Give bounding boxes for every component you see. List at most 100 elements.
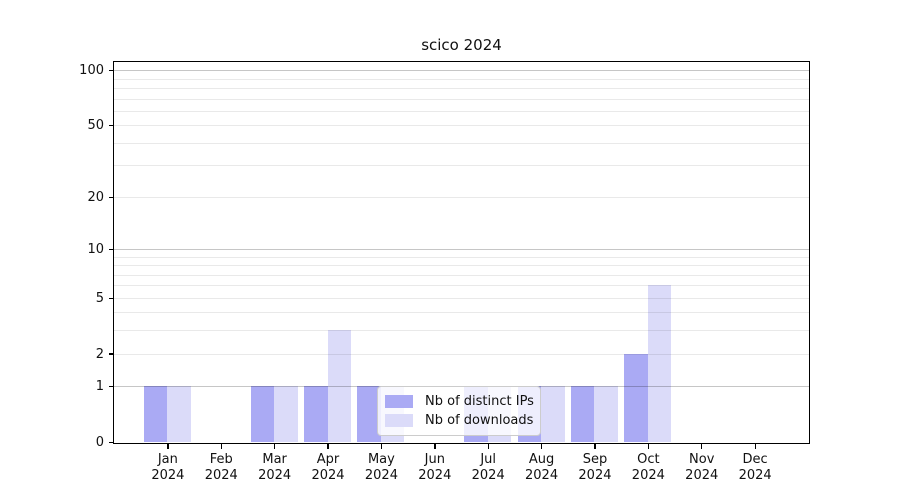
bar-nb-of-distinct-ips-mar-2024 (250, 386, 275, 442)
x-tick-label-jan-2024: Jan 2024 (151, 452, 184, 483)
bar-nb-of-distinct-ips-jan-2024 (143, 386, 168, 442)
x-tick-aug-2024 (540, 444, 543, 449)
bar-nb-of-distinct-ips-may-2024 (357, 386, 381, 442)
x-tick-label-apr-2024: Apr 2024 (311, 452, 344, 483)
y-gridline-minor-6 (114, 285, 809, 287)
legend-swatch-downloads (385, 414, 413, 427)
x-label-month: Sep (582, 452, 608, 467)
y-tick-5 (108, 297, 113, 299)
y-gridline-minor-7 (114, 274, 809, 276)
bar-nb-of-distinct-ips-apr-2024 (304, 386, 328, 442)
x-label-year: 2024 (738, 467, 772, 483)
bar-nb-of-downloads-apr-2024 (327, 330, 352, 442)
x-label-year: 2024 (258, 467, 292, 483)
y-gridline-minor-3 (114, 330, 809, 332)
x-tick-oct-2024 (647, 444, 650, 449)
legend-label-distinct-ips: Nb of distinct IPs (425, 394, 534, 409)
y-tick-100 (108, 70, 113, 72)
x-label-month: Jan (157, 452, 178, 467)
x-tick-dec-2024 (754, 444, 756, 449)
y-gridline-minor-20 (114, 196, 809, 198)
x-tick-label-nov-2024: Nov 2024 (685, 452, 718, 483)
y-gridline-minor-40 (114, 142, 809, 144)
y-tick-label-10: 10 (87, 241, 104, 257)
y-tick-label-20: 20 (87, 189, 104, 205)
y-tick-label-50: 50 (87, 118, 104, 134)
y-gridline-minor-60 (114, 110, 809, 112)
bars-layer (114, 62, 809, 443)
y-gridline-minor-90 (114, 78, 809, 80)
x-tick-sep-2024 (594, 444, 596, 449)
x-tick-feb-2024 (220, 444, 222, 449)
x-label-year: 2024 (204, 467, 238, 483)
y-gridline-minor-5 (114, 297, 809, 299)
x-tick-may-2024 (380, 444, 383, 449)
y-tick-label-1: 1 (95, 379, 104, 395)
x-tick-label-oct-2024: Oct 2024 (632, 452, 665, 483)
legend-label-downloads: Nb of downloads (425, 413, 534, 428)
y-gridline-minor-80 (114, 88, 809, 90)
legend-item-distinct-ips: Nb of distinct IPs (385, 392, 534, 411)
y-tick-50 (108, 125, 113, 127)
y-gridline-minor-8 (114, 265, 809, 266)
x-label-month: Feb (209, 452, 233, 467)
legend-item-downloads: Nb of downloads (385, 411, 534, 430)
x-tick-label-jun-2024: Jun 2024 (418, 452, 451, 483)
x-tick-mar-2024 (274, 444, 276, 449)
y-gridline-minor-2 (114, 353, 809, 355)
y-gridline-major-10 (114, 248, 809, 251)
x-tick-nov-2024 (701, 444, 703, 449)
x-label-month: Jul (480, 452, 497, 467)
x-label-month: Dec (742, 452, 768, 467)
x-label-year: 2024 (685, 467, 719, 483)
y-tick-2 (108, 353, 113, 355)
y-tick-label-100: 100 (79, 63, 104, 79)
x-tick-label-may-2024: May 2024 (365, 452, 398, 483)
x-tick-jul-2024 (487, 444, 489, 449)
bar-nb-of-distinct-ips-sep-2024 (570, 386, 595, 442)
x-label-month: Nov (689, 452, 715, 467)
y-gridline-minor-9 (114, 256, 809, 258)
legend-swatch-distinct-ips (385, 395, 413, 408)
legend: Nb of distinct IPs Nb of downloads (377, 386, 541, 436)
x-label-year: 2024 (471, 467, 505, 483)
x-tick-label-dec-2024: Dec 2024 (739, 452, 772, 483)
y-gridline-minor-70 (114, 98, 809, 100)
y-tick-10 (108, 248, 113, 251)
x-label-month: Jun (424, 452, 445, 467)
x-tick-apr-2024 (327, 444, 329, 449)
y-gridline-major-100 (114, 70, 809, 72)
x-label-month: Mar (262, 452, 287, 467)
bar-nb-of-downloads-sep-2024 (594, 386, 618, 442)
y-tick-0 (108, 441, 113, 444)
y-gridline-minor-50 (114, 125, 809, 127)
x-label-month: May (367, 452, 395, 467)
x-label-year: 2024 (525, 467, 559, 483)
x-label-year: 2024 (631, 467, 665, 483)
x-label-year: 2024 (311, 467, 345, 483)
y-gridline-minor-4 (114, 312, 809, 314)
x-label-month: Oct (637, 452, 660, 467)
x-tick-label-mar-2024: Mar 2024 (258, 452, 291, 483)
chart-title: scico 2024 (421, 36, 502, 54)
bar-nb-of-downloads-aug-2024 (541, 386, 565, 442)
bar-nb-of-downloads-jan-2024 (167, 386, 191, 442)
x-label-year: 2024 (578, 467, 612, 483)
x-tick-label-jul-2024: Jul 2024 (472, 452, 505, 483)
x-label-year: 2024 (151, 467, 185, 483)
y-tick-20 (108, 196, 113, 198)
x-label-month: Aug (528, 452, 555, 467)
bar-nb-of-distinct-ips-oct-2024 (624, 353, 648, 442)
y-gridline-minor-30 (114, 165, 809, 167)
x-tick-jun-2024 (434, 444, 436, 449)
y-tick-label-2: 2 (95, 346, 104, 362)
x-label-year: 2024 (364, 467, 398, 483)
x-label-year: 2024 (418, 467, 452, 483)
x-tick-jan-2024 (167, 444, 169, 449)
bar-nb-of-downloads-oct-2024 (647, 285, 672, 442)
bar-nb-of-downloads-mar-2024 (274, 386, 298, 442)
x-tick-label-feb-2024: Feb 2024 (205, 452, 238, 483)
x-tick-label-aug-2024: Aug 2024 (525, 452, 558, 483)
y-tick-1 (108, 386, 113, 388)
